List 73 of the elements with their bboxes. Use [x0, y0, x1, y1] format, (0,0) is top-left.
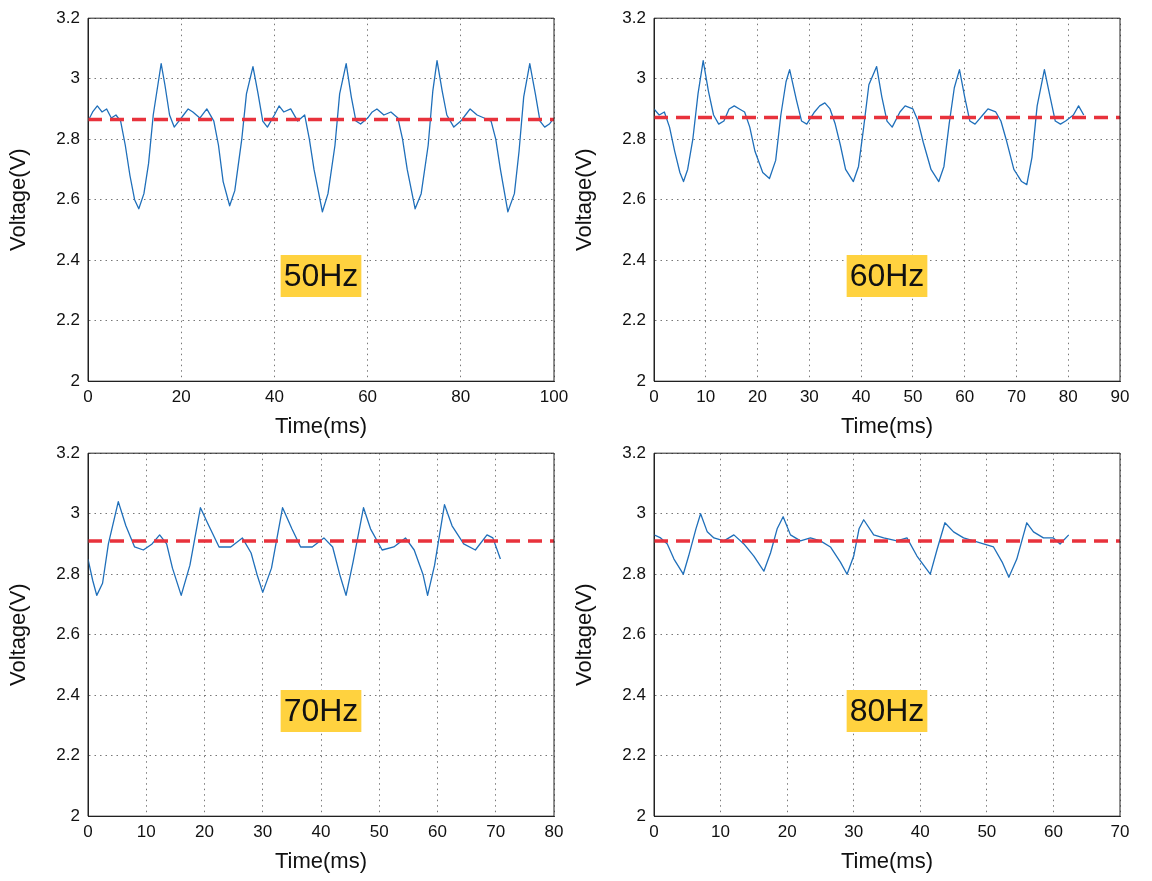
annotation: 50Hz [283, 256, 359, 293]
x-tick-label: 0 [83, 387, 93, 407]
x-tick-label: 20 [777, 822, 797, 842]
x-tick-label: 40 [910, 822, 930, 842]
y-tick-label: 2.6 [622, 624, 646, 644]
x-tick-label: 100 [539, 387, 569, 407]
y-tick-label: 2.4 [56, 249, 80, 269]
x-tick-label: 10 [136, 822, 156, 842]
y-tick-label: 2.4 [622, 684, 646, 704]
x-tick-label: 80 [1058, 387, 1078, 407]
x-axis-title: Time(ms) [840, 847, 934, 873]
x-tick-label: 60 [358, 387, 378, 407]
y-tick-label: 2 [636, 805, 646, 825]
x-tick-label: 20 [171, 387, 191, 407]
x-tick-label: 0 [83, 822, 93, 842]
y-axis-title: Voltage(V) [571, 583, 597, 687]
y-tick-label: 2 [70, 370, 80, 390]
y-axis-title: Voltage(V) [5, 148, 31, 252]
y-tick-label: 2.6 [56, 189, 80, 209]
x-tick-label: 30 [253, 822, 273, 842]
x-axis-title: Time(ms) [274, 847, 368, 873]
x-tick-label: 80 [544, 822, 564, 842]
x-tick-label: 60 [428, 822, 447, 842]
x-tick-label: 60 [1043, 822, 1063, 842]
x-tick-label: 20 [748, 387, 768, 407]
x-tick-label: 70 [1110, 822, 1130, 842]
y-tick-label: 2 [636, 370, 646, 390]
y-tick-label: 3 [636, 68, 646, 88]
annotation: 60Hz [849, 256, 925, 293]
y-tick-label: 2.8 [622, 563, 646, 583]
x-tick-label: 50 [977, 822, 997, 842]
x-tick-label: 40 [264, 387, 284, 407]
x-tick-label: 70 [486, 822, 506, 842]
y-tick-label: 3 [70, 503, 80, 523]
x-tick-label: 80 [451, 387, 471, 407]
y-axis-title: Voltage(V) [571, 148, 597, 252]
y-tick-label: 3 [636, 503, 646, 523]
y-tick-label: 2.6 [622, 189, 646, 209]
x-tick-label: 30 [844, 822, 864, 842]
y-tick-label: 2.2 [622, 310, 646, 330]
annotation: 70Hz [283, 691, 359, 728]
x-tick-label: 90 [1110, 387, 1130, 407]
y-tick-label: 2.4 [622, 249, 646, 269]
x-tick-label: 20 [195, 822, 214, 842]
y-tick-label: 3.2 [622, 7, 646, 27]
y-tick-label: 3.2 [56, 7, 80, 27]
y-tick-label: 2.8 [56, 128, 80, 148]
x-tick-label: 50 [903, 387, 923, 407]
x-tick-label: 70 [1006, 387, 1026, 407]
y-tick-label: 2.6 [56, 624, 80, 644]
x-axis-title: Time(ms) [274, 412, 368, 438]
x-axis-title: Time(ms) [840, 412, 934, 438]
y-tick-label: 2.2 [622, 745, 646, 765]
x-tick-label: 30 [799, 387, 819, 407]
x-tick-label: 40 [311, 822, 331, 842]
x-tick-label: 50 [369, 822, 389, 842]
y-tick-label: 2.2 [56, 310, 80, 330]
annotation: 80Hz [849, 691, 925, 728]
y-tick-label: 3 [70, 68, 80, 88]
x-tick-label: 10 [696, 387, 716, 407]
y-tick-label: 2.2 [56, 745, 80, 765]
x-tick-label: 0 [649, 822, 659, 842]
y-axis-title: Voltage(V) [5, 583, 31, 687]
y-tick-label: 2.8 [56, 563, 80, 583]
x-tick-label: 10 [711, 822, 731, 842]
x-tick-label: 60 [955, 387, 975, 407]
y-tick-label: 2 [70, 805, 80, 825]
x-tick-label: 40 [851, 387, 871, 407]
y-tick-label: 2.8 [622, 128, 646, 148]
x-tick-label: 0 [649, 387, 659, 407]
y-tick-label: 3.2 [56, 442, 80, 462]
y-tick-label: 3.2 [622, 442, 646, 462]
y-tick-label: 2.4 [56, 684, 80, 704]
